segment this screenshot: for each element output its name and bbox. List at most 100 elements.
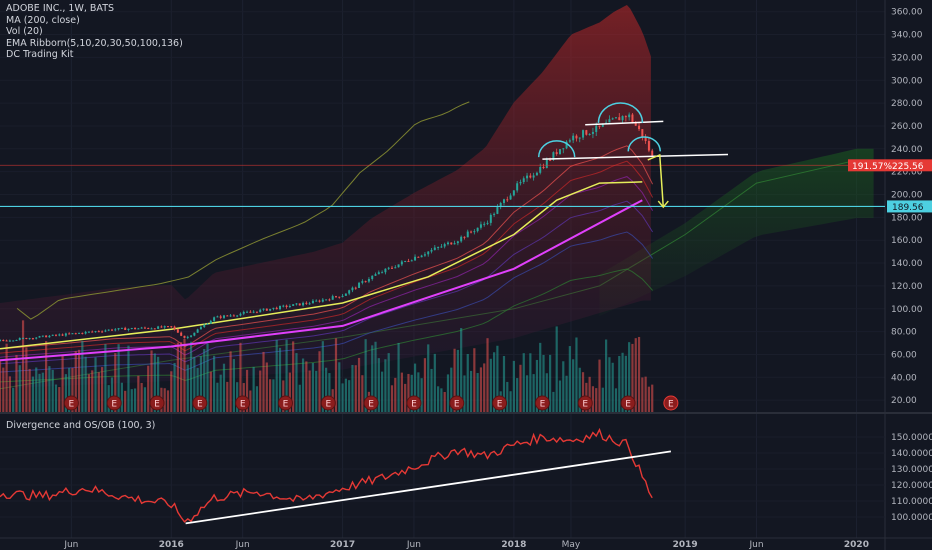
candle-body <box>176 329 179 333</box>
candle-body <box>381 272 384 274</box>
candle-body <box>423 254 426 256</box>
candle-body <box>236 315 239 317</box>
candle-body <box>351 287 354 291</box>
candle-body <box>437 247 440 249</box>
candle-body <box>535 172 538 176</box>
earnings-marker <box>492 395 508 411</box>
earnings-marker <box>449 395 465 411</box>
candle-body <box>463 236 466 238</box>
candle-body <box>22 337 25 339</box>
volume-bar <box>522 353 525 412</box>
volume-bar <box>249 390 252 412</box>
y-tick-label: 80.00 <box>891 328 917 338</box>
candle-body <box>545 159 548 168</box>
volume-bar <box>127 345 130 412</box>
candle-body <box>420 255 423 258</box>
volume-bar <box>581 372 585 412</box>
volume-bar <box>35 367 38 412</box>
volume-bar <box>51 369 54 412</box>
candle-body <box>479 224 482 228</box>
x-tick-label: Jun <box>406 540 421 550</box>
volume-bar <box>611 362 614 412</box>
candle-body <box>358 282 361 288</box>
volume-bar <box>74 351 77 412</box>
volume-bar <box>153 353 156 412</box>
candle-body <box>226 315 229 317</box>
y-tick-label: 220.00 <box>891 168 923 178</box>
earnings-marker-label: E <box>625 400 631 410</box>
candle-body <box>295 303 298 305</box>
ind-y-tick-label: 120.0000 <box>891 481 932 491</box>
volume-bar <box>634 338 637 412</box>
legend-ma[interactable]: MA (200, close) <box>6 14 80 26</box>
volume-bar <box>516 378 519 412</box>
candle-body <box>611 118 614 120</box>
volume-bar <box>173 362 176 412</box>
earnings-marker <box>192 395 208 411</box>
volume-bar <box>140 382 143 412</box>
volume-bar <box>387 353 390 412</box>
candle-body <box>246 311 249 313</box>
earnings-marker <box>406 395 422 411</box>
candle-body <box>166 326 169 328</box>
volume-bar <box>94 357 97 412</box>
candle-body <box>150 328 153 330</box>
chart-legend: ADOBE INC., 1W, BATS MA (200, close) Vol… <box>6 3 183 61</box>
candle-body <box>160 326 163 328</box>
ema-ribbon <box>0 5 654 389</box>
candle-body <box>84 331 87 334</box>
candle-body <box>552 152 555 160</box>
volume-bar <box>325 367 328 412</box>
last-price-value: 225.56 <box>892 162 924 172</box>
volume-bar <box>265 362 268 412</box>
legend-vol[interactable]: Vol (20) <box>6 26 43 38</box>
candle-body <box>190 335 193 337</box>
candle-body <box>5 340 8 342</box>
y-tick-label: 360.00 <box>891 8 923 18</box>
volume-bar <box>209 371 212 412</box>
ema-line <box>0 200 654 365</box>
candle-body <box>466 231 469 238</box>
volume-bar <box>252 366 255 412</box>
volume-bar <box>542 354 545 412</box>
candle-body <box>61 334 64 336</box>
candle-body <box>255 311 258 313</box>
volume-bar <box>84 356 87 412</box>
volume-bar <box>236 382 239 412</box>
candle-body <box>134 328 137 330</box>
candle-body <box>588 133 591 135</box>
volume-bar <box>226 381 229 412</box>
candle-body <box>400 261 403 265</box>
candle-body <box>183 335 186 338</box>
candle-body <box>2 340 5 342</box>
x-tick-label: Jun <box>749 540 764 550</box>
volume-bar <box>562 361 565 412</box>
candle-body <box>647 141 650 151</box>
volume-bar <box>180 342 183 412</box>
volume-bar <box>341 383 344 412</box>
legend-ema[interactable]: EMA Ribborn(5,10,20,30,50,100,136) <box>6 37 183 49</box>
candle-body <box>68 333 71 335</box>
volume-bar <box>440 388 443 412</box>
candle-body <box>196 329 199 333</box>
candle-body <box>433 247 436 250</box>
legend-title[interactable]: ADOBE INC., 1W, BATS <box>6 3 115 14</box>
volume-bar <box>628 342 631 412</box>
divergence-line <box>0 427 653 523</box>
y-tick-label: 320.00 <box>891 53 923 63</box>
candle-body <box>71 333 74 335</box>
volume-bar <box>493 352 496 412</box>
ind-y-tick-label: 130.0000 <box>891 465 932 475</box>
last-price-pct: 191.57% <box>852 162 892 172</box>
volume-bar <box>601 387 604 412</box>
candle-body <box>321 299 324 302</box>
volume-bar <box>437 386 440 412</box>
candle-body <box>331 296 334 300</box>
indicator-legend[interactable]: Divergence and OS/OB (100, 3) <box>6 420 156 431</box>
volume-bar <box>509 391 512 412</box>
legend-kit[interactable]: DC Trading Kit <box>6 49 74 61</box>
volume-bar <box>28 368 31 412</box>
candle-body <box>239 313 242 316</box>
earnings-marker-label: E <box>240 400 246 410</box>
